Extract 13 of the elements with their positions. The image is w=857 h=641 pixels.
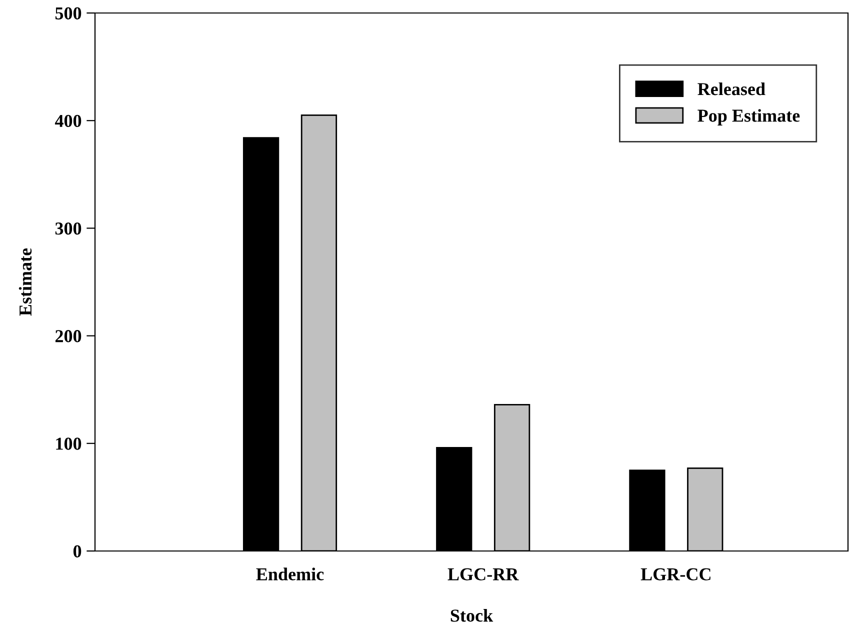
- legend-label: Pop Estimate: [698, 109, 800, 126]
- y-tick-label: 0: [73, 545, 82, 558]
- y-tick-label: 300: [55, 222, 82, 235]
- x-tick-label: LGR-CC: [640, 568, 710, 580]
- y-tick-label: 100: [56, 438, 82, 450]
- y-tick-label: 500: [55, 7, 82, 20]
- y-axis-title: Estimate: [18, 248, 32, 316]
- y-tick-label: 400: [54, 114, 82, 128]
- y-tick-label: 200: [55, 330, 82, 342]
- legend-label: Released: [698, 82, 766, 96]
- x-tick-label: LGC-RR: [448, 568, 519, 580]
- x-axis-title: Stock: [450, 609, 494, 622]
- x-tick-label: Endemic: [256, 568, 324, 580]
